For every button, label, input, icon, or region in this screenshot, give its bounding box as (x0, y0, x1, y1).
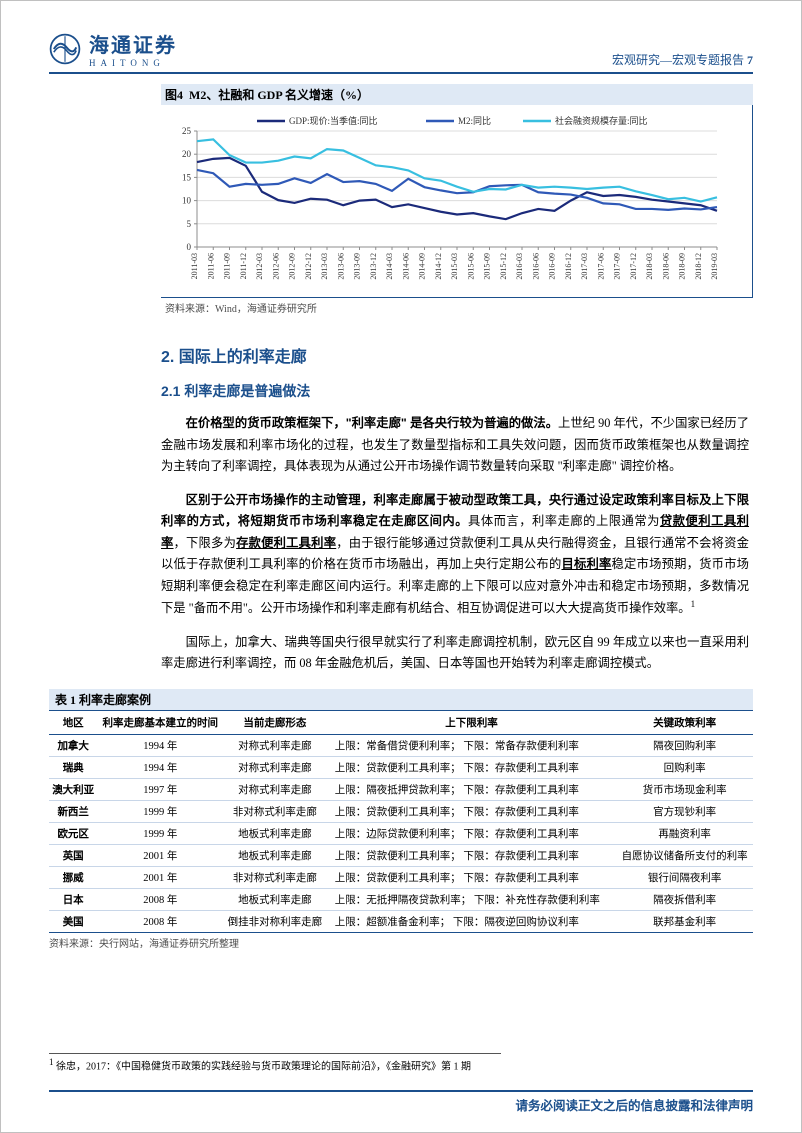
table-row: 新西兰1999 年非对称式利率走廊上限：贷款便利工具利率； 下限：存款便利工具利… (49, 800, 753, 822)
svg-text:2017-09: 2017-09 (613, 253, 622, 280)
body-paragraph: 在价格型的货币政策框架下，"利率走廊" 是各央行较为普遍的做法。上世纪 90 年… (161, 413, 749, 478)
haitong-logo-icon (49, 33, 81, 65)
table-header: 当前走廊形态 (223, 710, 327, 734)
table-row: 日本2008 年地板式利率走廊上限：无抵押隔夜贷款利率； 下限：补充性存款便利利… (49, 888, 753, 910)
svg-text:2019-03: 2019-03 (710, 253, 719, 280)
svg-text:2012-06: 2012-06 (271, 253, 280, 280)
svg-text:2016-12: 2016-12 (564, 253, 573, 280)
figure-source: 资料来源：Wind，海通证券研究所 (161, 297, 753, 315)
svg-text:2013-12: 2013-12 (369, 253, 378, 280)
svg-text:2016-03: 2016-03 (515, 253, 524, 280)
figure-label: 图4 (165, 88, 183, 102)
table-header: 地区 (49, 710, 97, 734)
svg-text:0: 0 (187, 242, 192, 252)
table-row: 美国2008 年倒挂非对称利率走廊上限：超额准备金利率； 下限：隔夜逆回购协议利… (49, 910, 753, 932)
table-row: 挪威2001 年非对称式利率走廊上限：贷款便利工具利率； 下限：存款便利工具利率… (49, 866, 753, 888)
svg-text:2015-06: 2015-06 (466, 253, 475, 280)
figure-4: 图4 M2、社融和 GDP 名义增速（%） 0 5 10 15 20 25 2011-03 2… (161, 84, 753, 315)
logo-text-cn: 海通证券 (89, 29, 177, 58)
svg-text:2015-09: 2015-09 (483, 253, 492, 280)
table-header: 上下限利率 (327, 710, 616, 734)
header-right: 宏观研究—宏观专题报告 7 (612, 51, 753, 68)
svg-text:社会融资规模存量:同比: 社会融资规模存量:同比 (555, 115, 648, 126)
body-paragraph: 国际上，加拿大、瑞典等国央行很早就实行了利率走廊调控机制，欧元区自 99 年成立… (161, 632, 749, 675)
table-row: 瑞典1994 年对称式利率走廊上限：贷款便利工具利率； 下限：存款便利工具利率回… (49, 756, 753, 778)
svg-text:2014-03: 2014-03 (385, 253, 394, 280)
svg-text:2011-12: 2011-12 (239, 253, 248, 279)
svg-text:25: 25 (182, 126, 192, 136)
svg-text:5: 5 (187, 219, 192, 229)
body-paragraph: 区别于公开市场操作的主动管理，利率走廊属于被动型政策工具，央行通过设定政策利率目… (161, 490, 749, 620)
table-row: 英国2001 年地板式利率走廊上限：贷款便利工具利率； 下限：存款便利工具利率自… (49, 844, 753, 866)
page-footer: 请务必阅读正文之后的信息披露和法律声明 (49, 1090, 753, 1114)
table-row: 欧元区1999 年地板式利率走廊上限：边际贷款便利利率； 下限：存款便利工具利率… (49, 822, 753, 844)
svg-text:2016-06: 2016-06 (531, 253, 540, 280)
svg-text:2015-12: 2015-12 (499, 253, 508, 280)
table-header: 关键政策利率 (616, 710, 753, 734)
svg-text:2018-06: 2018-06 (661, 253, 670, 280)
table-row: 加拿大1994 年对称式利率走廊上限：常备借贷便利利率； 下限：常备存款便利利率… (49, 734, 753, 756)
svg-text:M2:同比: M2:同比 (458, 115, 491, 126)
svg-text:2012-09: 2012-09 (288, 253, 297, 280)
svg-text:2018-12: 2018-12 (694, 253, 703, 280)
svg-text:2017-12: 2017-12 (629, 253, 638, 280)
svg-text:2011-06: 2011-06 (206, 253, 215, 279)
table-row: 澳大利亚1997 年对称式利率走廊上限：隔夜抵押贷款利率； 下限：存款便利工具利… (49, 778, 753, 800)
svg-text:2012-12: 2012-12 (304, 253, 313, 280)
svg-text:2011-09: 2011-09 (223, 253, 232, 279)
logo-block: 海通证券 HAITONG (49, 29, 177, 68)
svg-text:2017-03: 2017-03 (580, 253, 589, 280)
svg-text:2013-09: 2013-09 (353, 253, 362, 280)
svg-text:2016-09: 2016-09 (548, 253, 557, 280)
footnote-1: 1 徐忠，2017：《中国稳健货币政策的实践经验与货币政策理论的国际前沿》，《金… (49, 1053, 501, 1072)
section-heading-2: 2. 国际上的利率走廊 (161, 343, 753, 367)
svg-text:2012-03: 2012-03 (255, 253, 264, 280)
svg-text:15: 15 (182, 172, 192, 182)
svg-text:2013-06: 2013-06 (336, 253, 345, 280)
section-heading-2-1: 2.1 利率走廊是普遍做法 (161, 381, 753, 401)
page-header: 海通证券 HAITONG 宏观研究—宏观专题报告 7 (49, 29, 753, 74)
rate-corridor-table: 地区利率走廊基本建立的时间当前走廊形态上下限利率关键政策利率加拿大1994 年对… (49, 710, 753, 933)
table-source: 资料来源：央行网站，海通证券研究所整理 (49, 935, 753, 950)
svg-text:2018-03: 2018-03 (645, 253, 654, 280)
svg-text:GDP:现价:当季值:同比: GDP:现价:当季值:同比 (289, 115, 378, 126)
logo-text-en: HAITONG (89, 58, 177, 68)
svg-text:2017-06: 2017-06 (596, 253, 605, 280)
svg-text:2014-06: 2014-06 (401, 253, 410, 280)
figure-title: M2、社融和 GDP 名义增速（%） (189, 88, 369, 102)
svg-text:2011-03: 2011-03 (190, 253, 199, 279)
svg-text:20: 20 (182, 149, 192, 159)
svg-text:2013-03: 2013-03 (320, 253, 329, 280)
svg-text:2018-09: 2018-09 (678, 253, 687, 280)
svg-text:10: 10 (182, 196, 192, 206)
svg-text:2014-12: 2014-12 (434, 253, 443, 280)
svg-text:2015-03: 2015-03 (450, 253, 459, 280)
svg-text:2014-09: 2014-09 (418, 253, 427, 280)
line-chart: 0 5 10 15 20 25 2011-03 2011-06 2011-09 2011-12 20… (163, 109, 723, 289)
table-header: 利率走廊基本建立的时间 (97, 710, 223, 734)
table-title-row: 表 1 利率走廊案例 (49, 689, 753, 710)
